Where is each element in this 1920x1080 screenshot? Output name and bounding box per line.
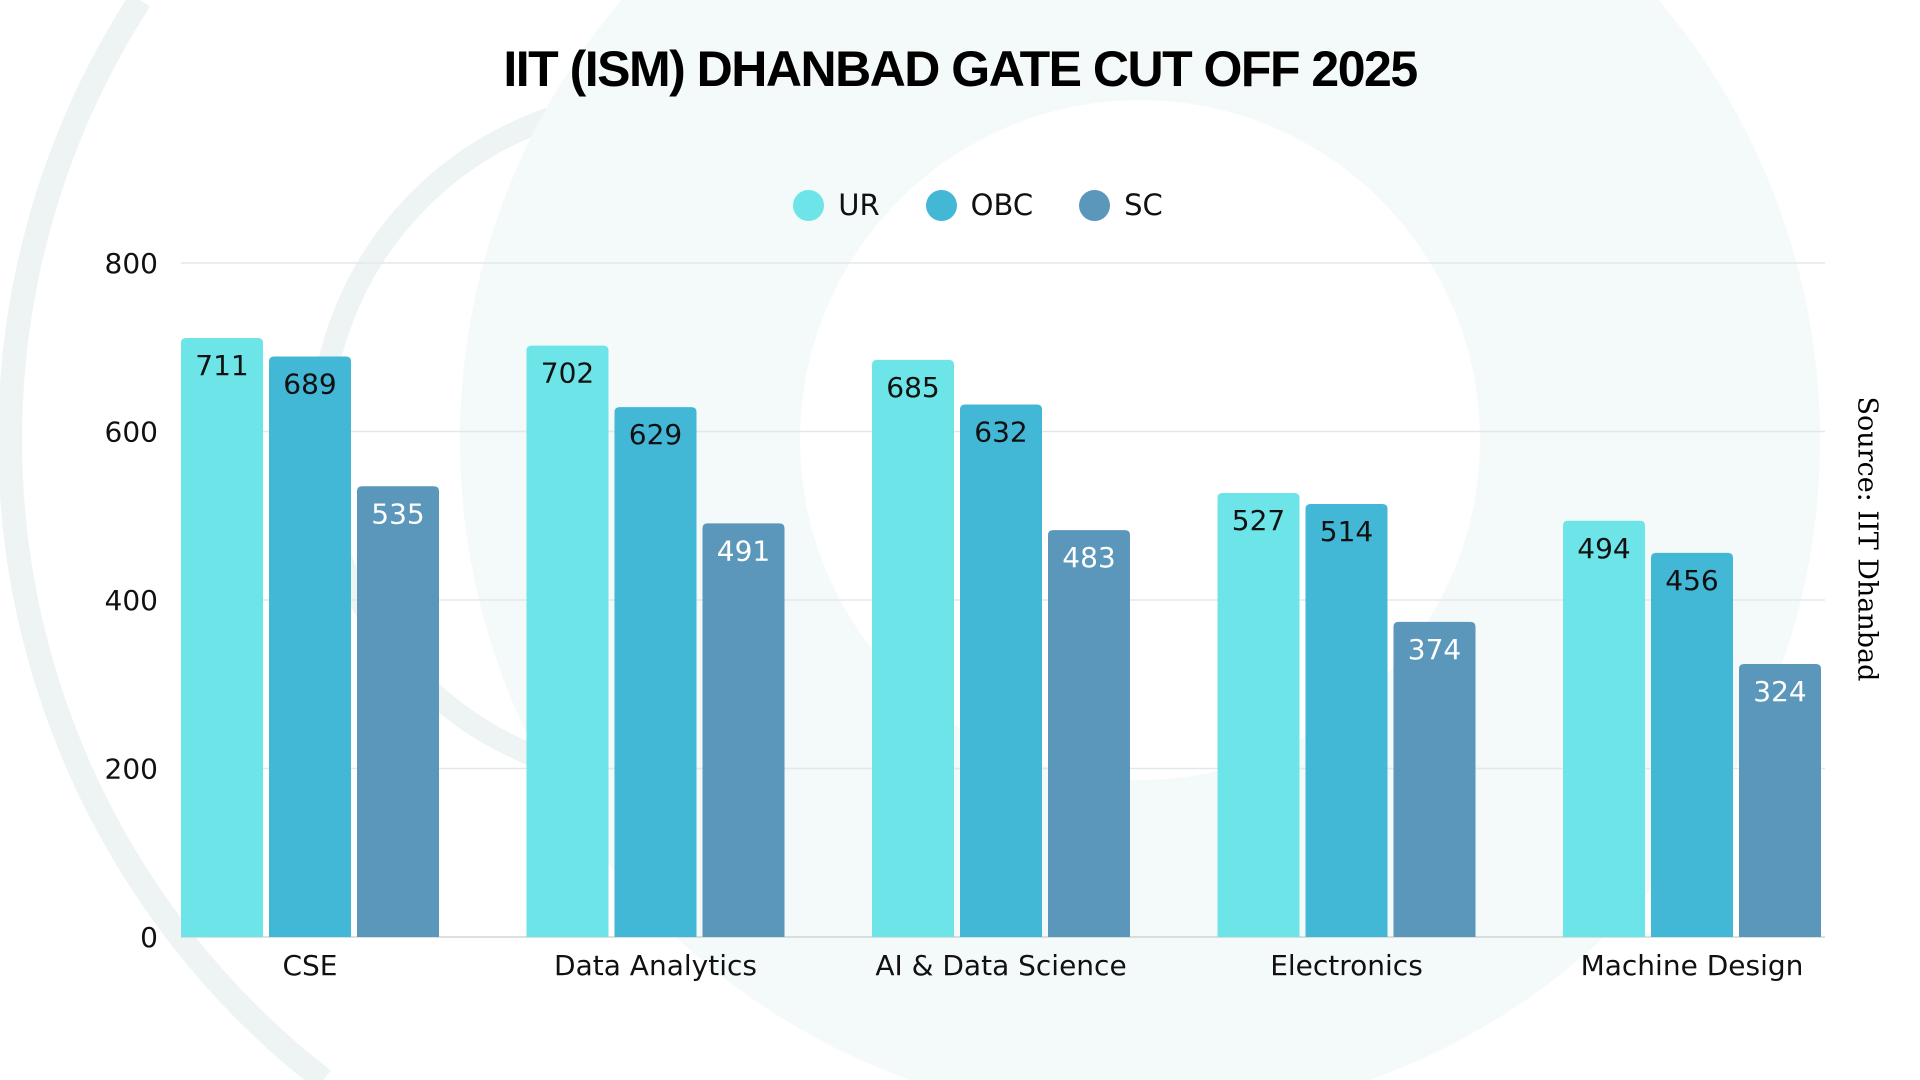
- x-tick-label: CSE: [282, 949, 337, 982]
- data-label: 632: [974, 416, 1027, 449]
- y-tick-label: 800: [105, 247, 158, 280]
- bar-sc: [1048, 530, 1130, 937]
- legend-item-obc: OBC: [925, 188, 1034, 222]
- bar-ur: [872, 359, 954, 937]
- data-label: 535: [371, 497, 424, 530]
- bar-ur: [181, 337, 263, 937]
- bar-sc: [1739, 664, 1821, 937]
- data-label: 527: [1232, 504, 1285, 537]
- x-tick-label: AI & Data Science: [875, 949, 1126, 982]
- legend-swatch: [793, 189, 825, 221]
- bar-obc: [1305, 503, 1388, 937]
- legend-swatch: [925, 189, 957, 221]
- legend: UR OBC SC: [0, 188, 1920, 222]
- x-tick-label: Data Analytics: [554, 949, 757, 982]
- bar-sc: [702, 523, 785, 937]
- x-tick-label: Electronics: [1270, 949, 1423, 982]
- data-label: 491: [717, 534, 770, 567]
- bar-obc: [1651, 552, 1733, 937]
- legend-swatch: [1079, 189, 1111, 221]
- data-label: 702: [541, 357, 594, 390]
- bar-ur: [1563, 520, 1645, 937]
- data-label: 374: [1408, 633, 1461, 666]
- x-tick-label: Machine Design: [1581, 949, 1804, 982]
- legend-label: UR: [838, 188, 880, 222]
- bar-sc: [1393, 621, 1476, 937]
- legend-item-ur: UR: [793, 188, 880, 222]
- source-note: Source: IIT Dhanbad: [1851, 396, 1883, 682]
- y-tick-label: 200: [105, 753, 158, 786]
- data-label: 685: [886, 371, 939, 404]
- bar-obc: [269, 356, 351, 938]
- data-label: 711: [195, 349, 248, 382]
- data-label: 689: [283, 368, 336, 401]
- data-label: 629: [629, 418, 682, 451]
- bar-ur: [1217, 493, 1300, 937]
- bar-ur: [526, 345, 609, 937]
- data-label: 494: [1577, 532, 1630, 565]
- y-tick-label: 0: [140, 921, 158, 954]
- bar-obc: [614, 407, 697, 937]
- legend-label: SC: [1124, 188, 1163, 222]
- bar-sc: [357, 486, 439, 937]
- chart-title: IIT (ISM) DHANBAD GATE CUT OFF 2025: [503, 41, 1418, 97]
- data-label: 456: [1665, 564, 1718, 597]
- background-ring-left: [0, 0, 331, 1080]
- y-tick-label: 400: [105, 584, 158, 617]
- data-label: 483: [1062, 541, 1115, 574]
- data-label: 514: [1320, 515, 1373, 548]
- bar-obc: [960, 404, 1042, 937]
- data-label: 324: [1753, 675, 1806, 708]
- y-tick-label: 600: [105, 416, 158, 449]
- legend-label: OBC: [970, 188, 1034, 222]
- legend-item-sc: SC: [1079, 188, 1163, 222]
